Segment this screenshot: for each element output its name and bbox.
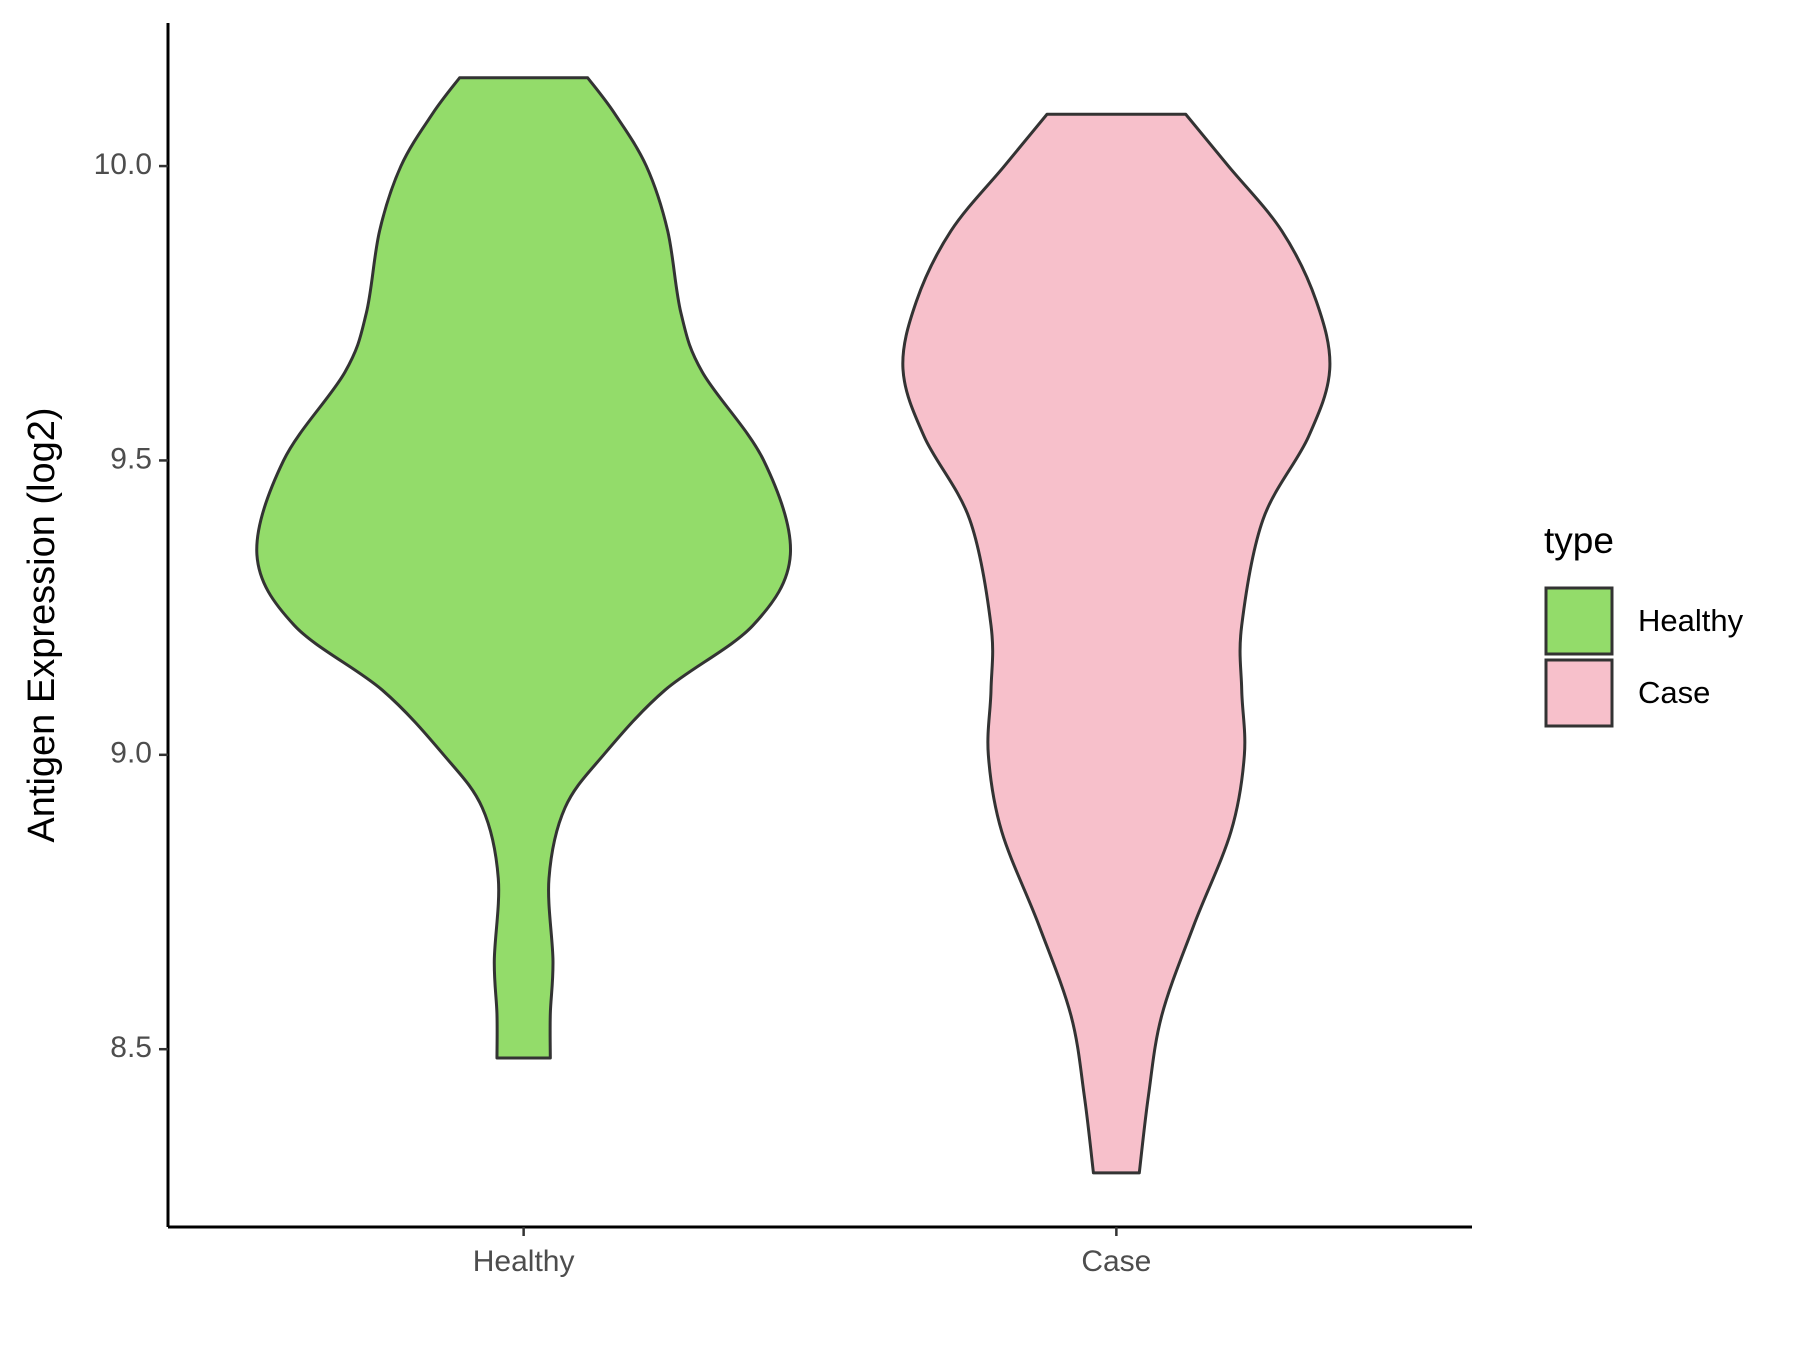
x-tick-label: Case	[1081, 1245, 1151, 1278]
legend-key	[1544, 586, 1614, 656]
violin	[255, 76, 792, 1060]
y-tick-label: 8.5	[110, 1031, 152, 1064]
legend-label: Case	[1638, 675, 1710, 710]
y-tick-label: 9.0	[110, 737, 152, 770]
x-tick-label: Healthy	[473, 1245, 575, 1278]
y-axis-label: Antigen Expression (log2)	[21, 407, 63, 842]
violin	[901, 112, 1332, 1175]
y-tick-label: 9.5	[110, 442, 152, 475]
legend-key	[1544, 658, 1614, 728]
y-tick-label: 10.0	[94, 148, 152, 181]
legend-title: type	[1544, 520, 1614, 561]
legend-label: Healthy	[1638, 603, 1744, 638]
